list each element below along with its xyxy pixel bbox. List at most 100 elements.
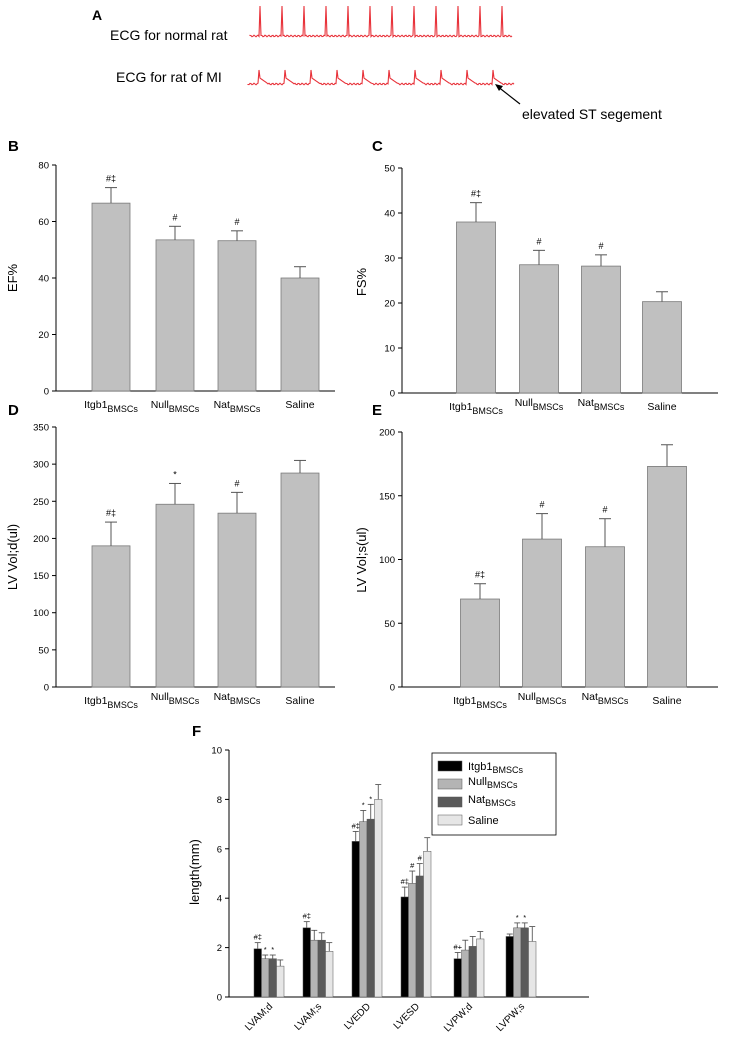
bar [528,941,537,998]
significance-marker: # [598,241,603,251]
legend-label: NatBMSCs [468,794,516,808]
x-tick-label: NatBMSCs [582,691,629,706]
x-tick-label: LVAM;d [243,1001,275,1033]
chart-b: BEF%020406080#‡Itgb1BMSCs#NullBMSCs#NatB… [5,138,335,414]
y-tick-label: 350 [33,423,49,434]
bar [374,799,383,998]
y-tick-label: 80 [38,161,49,172]
bar [400,896,409,998]
category-main: Nat [214,399,230,411]
y-tick-label: 100 [33,608,49,619]
y-tick-label: 50 [384,619,395,630]
category-main: Null [515,397,533,409]
bar [505,936,514,998]
category-main: Itgb1 [453,695,477,707]
category-main: Saline [652,695,681,707]
bar [520,927,529,998]
chart-c: CFS%01020304050#‡Itgb1BMSCs#NullBMSCs#Na… [354,138,718,416]
bar [468,946,477,998]
y-tick-label: 0 [390,389,395,400]
significance-marker: # [539,500,544,510]
y-tick-label: 250 [33,497,49,508]
y-axis-label: LV Vol;d(ul) [5,524,20,590]
y-tick-label: 10 [211,746,222,757]
category-sub: BMSCs [169,404,200,414]
significance-marker: * [523,913,526,922]
x-tick-label: Itgb1BMSCs [449,401,503,416]
x-tick-label: LVPW;s [494,1001,527,1034]
category-sub: BMSCs [594,402,625,412]
x-tick-label: NullBMSCs [151,691,200,706]
significance-marker: #‡ [352,822,360,831]
bar [359,821,368,998]
significance-marker: # [602,505,607,515]
x-tick-label: NatBMSCs [214,691,261,706]
y-tick-label: 150 [33,571,49,582]
y-tick-label: 20 [38,330,49,341]
x-tick-label: NullBMSCs [518,691,567,706]
legend-sub: BMSCs [485,798,516,808]
category-main: Nat [578,397,594,409]
y-tick-label: 50 [384,164,395,175]
bar [476,938,485,998]
chart-e: ELV Vol;s(ul)050100150200#‡Itgb1BMSCs#Nu… [354,402,718,710]
legend-label: NullBMSCs [468,776,518,790]
bar [217,512,257,688]
x-tick-label: Saline [285,399,314,411]
legend-sub: BMSCs [492,765,523,775]
category-main: Saline [285,399,314,411]
category-main: Nat [214,691,230,703]
panel-letter: C [372,138,383,155]
x-tick-label: LVESD [392,1001,422,1031]
legend-main: Nat [468,794,485,806]
bar [366,818,375,998]
y-tick-label: 100 [379,555,395,566]
y-tick-label: 10 [384,344,395,355]
ecg-mi-trace [247,69,515,86]
bar [91,202,131,392]
legend-swatch [437,796,463,808]
category-main: Nat [582,691,598,703]
category-main: Null [151,691,169,703]
significance-marker: # [234,217,239,227]
bar [453,958,462,998]
category-sub: BMSCs [476,700,507,710]
category-main: Itgb1 [84,695,108,707]
bar [408,883,417,998]
bar [519,264,559,394]
category-sub: BMSCs [230,404,261,414]
bar [461,949,470,998]
bar [317,939,326,998]
legend-label: Itgb1BMSCs [468,761,523,775]
significance-marker: #‡ [254,933,262,942]
bar [351,841,360,998]
y-tick-label: 0 [217,993,222,1004]
category-main: Itgb1 [449,401,473,413]
legend-sub: BMSCs [487,780,518,790]
bar [302,927,311,998]
significance-marker: #‡ [475,570,485,580]
bar [415,875,424,998]
bar [310,939,319,998]
x-tick-label: LVEDD [342,1001,373,1032]
x-tick-label: Itgb1BMSCs [84,695,138,710]
bar [522,538,562,688]
x-tick-label: NatBMSCs [214,399,261,414]
y-tick-label: 0 [44,387,49,398]
category-sub: BMSCs [230,696,261,706]
x-tick-label: NullBMSCs [151,399,200,414]
panel-letter: E [372,402,382,419]
x-tick-label: Saline [647,401,676,413]
x-tick-label: Saline [652,695,681,707]
bar [280,472,320,688]
y-tick-label: 300 [33,460,49,471]
y-axis-label: EF% [5,263,20,292]
bar [155,239,195,392]
y-tick-label: 2 [217,943,222,954]
category-sub: BMSCs [598,696,629,706]
bar [647,466,687,688]
x-tick-label: LVPW;d [442,1001,475,1034]
significance-marker: #‡ [106,174,116,184]
ecg-normal-trace [249,5,513,39]
